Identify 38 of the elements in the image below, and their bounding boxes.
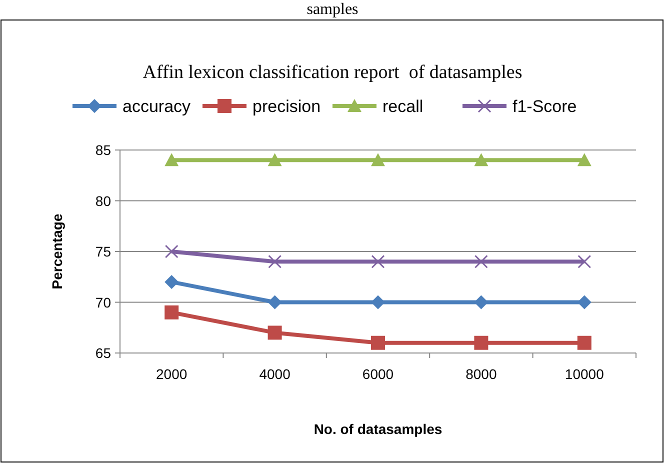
x-tick-label: 10000 [564, 366, 604, 382]
legend-label: recall [382, 97, 424, 116]
x-tick-label: 6000 [362, 366, 394, 382]
y-tick-label: 65 [95, 345, 112, 361]
point [164, 274, 179, 289]
legend-label: accuracy [122, 97, 192, 116]
x-axis-title: No. of datasamples [314, 421, 442, 437]
legend-label: precision [252, 97, 321, 116]
point [268, 326, 282, 340]
chart-title: Affin lexicon classification report of datasamples [142, 62, 522, 83]
point [371, 153, 385, 166]
y-tick-label: 70 [95, 294, 112, 310]
x-tick-label: 2000 [156, 366, 188, 382]
x-tick-label: 8000 [466, 366, 497, 382]
point [577, 153, 592, 166]
point [371, 254, 385, 268]
point [371, 295, 385, 310]
y-tick-label: 80 [95, 192, 112, 209]
y-tick-label: 75 [95, 244, 112, 260]
point [164, 153, 179, 166]
point [577, 336, 592, 350]
point [474, 254, 488, 268]
point [268, 153, 282, 166]
point [164, 305, 179, 320]
point [268, 295, 282, 310]
point [164, 244, 178, 258]
point [474, 153, 488, 166]
text: samples [306, 1, 358, 18]
point [474, 295, 488, 310]
point [474, 336, 488, 350]
point [371, 336, 385, 350]
point [577, 295, 592, 310]
point [268, 254, 282, 268]
legend-label: f1-Score [512, 97, 577, 116]
y-tick-label: 85 [95, 142, 112, 158]
x-tick-label: 4000 [259, 366, 291, 382]
y-axis-title: Percentage [49, 214, 65, 290]
point [578, 254, 592, 268]
